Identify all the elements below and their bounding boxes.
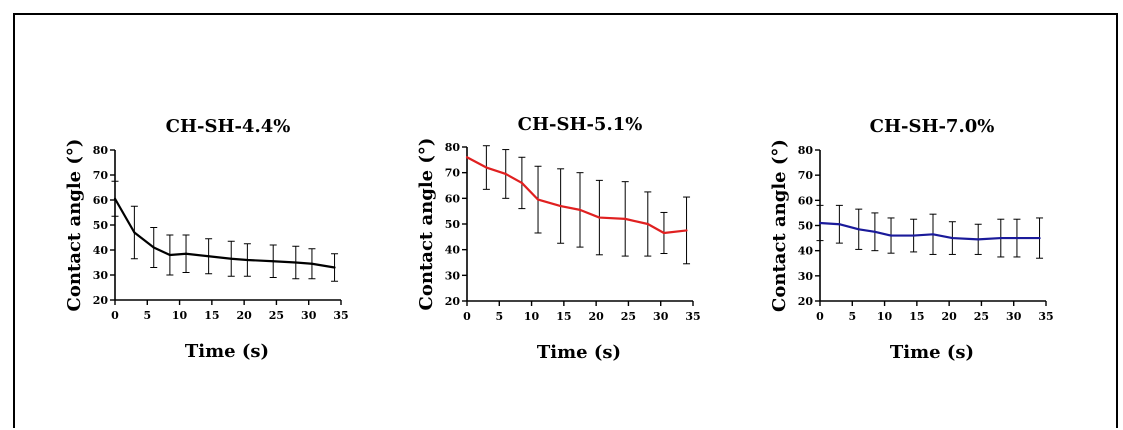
y-tick-label: 60	[93, 194, 109, 207]
y-tick-label: 40	[798, 245, 814, 258]
x-axis-label: Time (s)	[890, 342, 974, 363]
data-point	[889, 234, 893, 237]
data-point	[662, 231, 666, 235]
y-tick-label: 50	[93, 219, 109, 232]
y-tick-label: 60	[445, 192, 461, 205]
x-tick-label: 35	[1038, 310, 1053, 323]
chart-panel-2: CH-SH-5.1% 20 30 40 50 60 70 80 0 5 10 15 20 25 30 35 Ti…	[416, 114, 701, 363]
data-point	[168, 253, 171, 257]
data-point	[838, 223, 841, 226]
x-tick-label: 25	[621, 310, 636, 323]
x-tick-label: 30	[1006, 310, 1022, 323]
x-tick-label: 30	[301, 309, 317, 322]
x-tick-label: 5	[848, 310, 856, 323]
y-axis-label: Contact angle (°)	[64, 139, 85, 312]
chart-title: CH-SH-7.0%	[870, 116, 995, 137]
series-line	[114, 198, 335, 269]
y-tick-label: 50	[798, 220, 814, 233]
x-tick-label: 30	[653, 310, 669, 323]
data-point	[624, 217, 627, 220]
y-tick-label: 70	[445, 167, 461, 180]
data-point	[598, 216, 601, 219]
x-tick-label: 20	[236, 309, 252, 322]
data-point	[912, 234, 915, 237]
data-point	[559, 204, 562, 208]
x-tick-label: 35	[333, 309, 348, 322]
y-tick-label: 80	[445, 141, 461, 154]
data-point	[1015, 236, 1019, 240]
x-tick-label: 15	[556, 310, 571, 323]
data-point	[207, 255, 210, 258]
y-tick-label: 80	[798, 144, 814, 157]
x-tick-label: 10	[172, 309, 188, 322]
data-point	[272, 260, 275, 263]
data-point	[246, 258, 249, 262]
data-point	[646, 222, 649, 226]
data-point	[999, 236, 1002, 240]
x-tick-label: 10	[524, 310, 540, 323]
y-tick-label: 70	[798, 169, 814, 182]
data-point	[504, 172, 507, 176]
data-point	[333, 266, 336, 269]
x-axis-label: Time (s)	[185, 341, 269, 362]
x-tick-label: 15	[204, 309, 219, 322]
data-point	[873, 230, 876, 233]
x-tick-label: 20	[588, 310, 604, 323]
data-point	[230, 257, 233, 260]
data-point	[294, 261, 297, 264]
data-point	[113, 197, 117, 200]
x-tick-label: 0	[463, 310, 471, 323]
x-tick-label: 35	[685, 310, 700, 323]
y-tick-label: 40	[93, 244, 109, 257]
x-tick-label: 25	[269, 309, 284, 322]
data-point	[310, 262, 314, 265]
data-point	[818, 221, 822, 225]
data-point	[1038, 236, 1041, 240]
data-point	[977, 238, 980, 241]
y-tick-label: 30	[798, 270, 814, 283]
chart-panel-3: CH-SH-7.0% 20 30 40 50 60 70 80 0 5 10 15 20 25 30 35 Ti…	[769, 116, 1054, 363]
data-point	[485, 166, 488, 169]
y-tick-label: 60	[798, 194, 814, 207]
data-point	[184, 252, 188, 255]
y-tick-label: 80	[93, 144, 109, 157]
x-axis-label: Time (s)	[537, 342, 621, 363]
data-point	[685, 229, 688, 232]
x-tick-label: 0	[111, 309, 119, 322]
x-tick-label: 5	[495, 310, 503, 323]
chart-panel-1: CH-SH-4.4% 20 30 40 50 60 70 80 0 5 10 15 20 25 30 35 Ti…	[64, 116, 349, 362]
figure-frame	[13, 13, 1118, 428]
x-tick-label: 5	[143, 309, 151, 322]
y-tick-label: 20	[798, 295, 814, 308]
y-tick-label: 70	[93, 169, 109, 182]
data-point	[520, 181, 523, 185]
y-tick-label: 50	[445, 218, 461, 231]
x-tick-label: 20	[941, 310, 957, 323]
y-tick-label: 30	[445, 269, 461, 282]
y-axis-label: Contact angle (°)	[769, 139, 790, 312]
data-point	[931, 233, 935, 236]
y-tick-label: 20	[445, 295, 461, 308]
series-line	[819, 221, 1040, 241]
y-tick-label: 40	[445, 244, 461, 257]
x-tick-label: 0	[816, 310, 824, 323]
y-tick-label: 30	[93, 269, 109, 282]
data-point	[152, 246, 155, 249]
chart-title: CH-SH-5.1%	[518, 114, 643, 135]
y-tick-label: 20	[93, 294, 109, 307]
x-tick-label: 25	[974, 310, 989, 323]
chart-title: CH-SH-4.4%	[166, 116, 291, 137]
data-point	[857, 228, 860, 231]
series-line	[466, 156, 687, 235]
data-point	[133, 231, 136, 234]
x-tick-label: 10	[877, 310, 893, 323]
y-axis-label: Contact angle (°)	[416, 138, 437, 311]
data-point	[951, 236, 954, 240]
data-point	[578, 208, 582, 211]
x-tick-label: 15	[909, 310, 924, 323]
data-point	[536, 198, 540, 201]
data-point	[465, 156, 469, 159]
